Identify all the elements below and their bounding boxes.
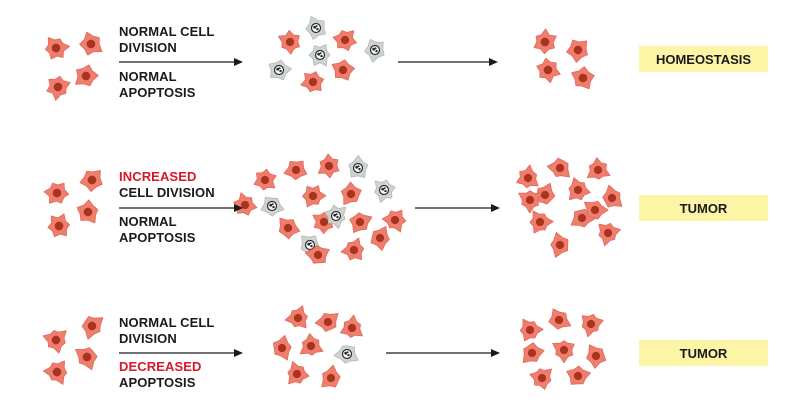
living-cell [340,237,365,261]
living-cell [284,305,308,329]
living-cell [550,232,569,258]
row2-arrow-1 [119,204,243,212]
row1-apoptosis-label-1: NORMAL [119,69,177,84]
row1-division-label-2: DIVISION [119,40,177,55]
living-cell [75,64,99,87]
living-cell [278,30,300,55]
living-cell [299,333,324,356]
living-cell [340,181,362,205]
row3-arrow-2 [386,349,500,357]
living-cell [370,225,390,251]
living-cell [283,160,308,181]
living-cell [581,313,604,338]
apoptotic-cell [348,155,369,178]
living-cell [340,314,363,338]
living-cell [529,368,552,390]
living-cell [584,200,609,220]
row1-apoptosis-label-2: APOPTOSIS [119,85,196,100]
living-cell [548,308,572,330]
row3-division-label-1: NORMAL CELL [119,315,215,330]
living-cell [381,209,407,233]
row3-outcome-box: TUMOR [639,340,768,366]
row2-outcome-box: TUMOR [639,195,768,221]
living-cell [43,360,68,385]
living-cell [568,177,591,201]
living-cell [321,364,341,388]
apoptotic-cell [374,179,396,203]
living-cell [602,184,623,208]
living-cell [42,330,67,354]
living-cell [304,245,330,264]
row2-arrow-2 [415,204,500,212]
living-cell [518,190,542,214]
apoptotic-cell [308,44,331,67]
living-cell [349,212,373,233]
row2-division-label-2: CELL DIVISION [119,185,215,200]
row2-apoptosis-label-1: NORMAL [119,214,177,229]
row2-division-label-1: INCREASED [119,169,197,184]
living-cell [314,313,339,332]
living-cell [516,164,539,189]
living-cell [566,39,588,63]
apoptotic-cell [364,39,385,63]
living-cell [533,28,557,55]
row3-arrow-1 [119,349,243,357]
living-cell [44,37,70,60]
row1-arrow-1 [119,58,243,66]
row1-division-label-1: NORMAL CELL [119,24,215,39]
living-cell [300,71,325,93]
living-cell [522,342,545,363]
living-cell [598,222,621,247]
living-cell [287,361,310,385]
living-cell [302,185,327,208]
row2-apoptosis-label-2: APOPTOSIS [119,230,196,245]
living-cell [586,344,607,369]
living-cell [46,75,71,101]
living-cell [571,66,595,90]
living-cell [75,347,98,371]
living-cell [552,340,575,364]
living-cell [536,57,561,84]
living-cell [76,199,99,224]
apoptotic-cell [324,204,347,229]
living-cell [519,318,544,342]
living-cell [318,153,340,179]
apoptotic-cell [305,15,326,40]
row3-apoptosis-label-1: DECREASED [119,359,202,374]
living-cell [586,157,611,180]
living-cell [278,217,301,240]
living-cell [233,192,258,216]
living-cell [79,170,103,192]
row3-apoptosis-label-2: APOPTOSIS [119,375,196,390]
apoptotic-cell [260,196,285,217]
living-cell [81,316,104,340]
living-cell [546,157,570,178]
living-cell [566,365,591,385]
living-cell [273,335,292,361]
row1-outcome-box: HOMEOSTASIS [639,46,768,72]
living-cell [47,213,70,238]
living-cell [43,182,70,204]
living-cell [79,31,103,56]
living-cell [529,210,554,234]
apoptotic-cell [268,59,292,81]
apoptotic-cell [333,345,359,364]
living-cell [253,168,277,191]
living-cell [331,59,355,81]
row1-arrow-2 [398,58,498,66]
row3-division-label-2: DIVISION [119,331,177,346]
living-cell [332,30,357,52]
